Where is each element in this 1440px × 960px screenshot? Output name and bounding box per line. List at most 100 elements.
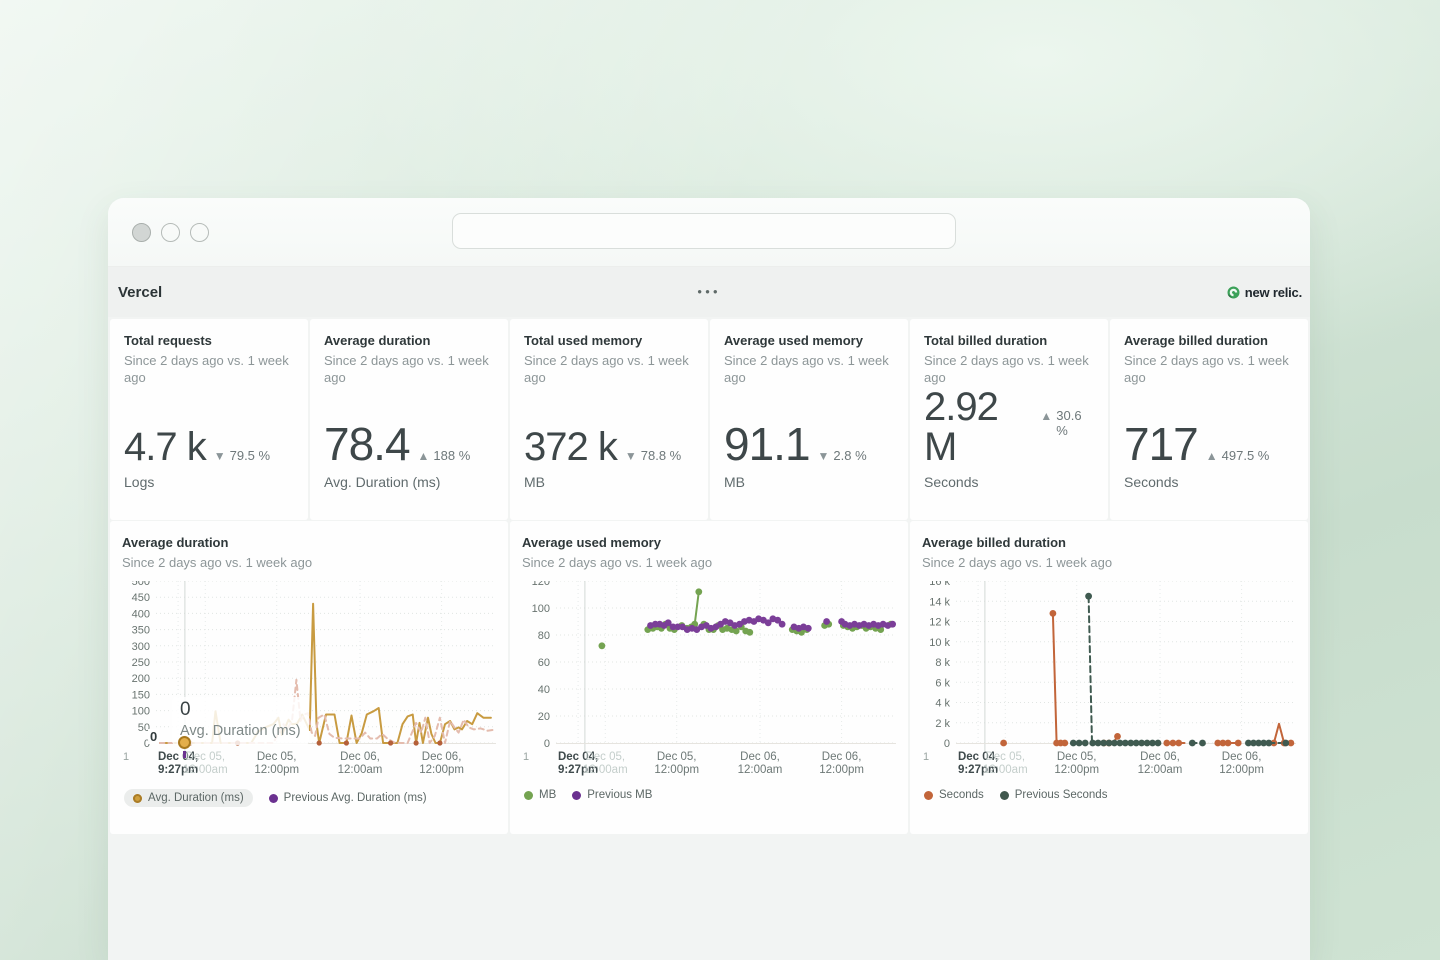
stat-title: Total requests (124, 333, 294, 349)
stat-unit: Seconds (924, 474, 1094, 490)
svg-text:16 k: 16 k (929, 581, 950, 588)
svg-text:12:00am: 12:00am (1138, 764, 1183, 776)
svg-text:0: 0 (144, 738, 150, 750)
delta-value: 30.6 % (1056, 408, 1094, 438)
svg-text:Dec 06,: Dec 06, (822, 751, 862, 763)
more-options-icon[interactable]: ●●● (697, 288, 721, 296)
stat-value: 372 k (524, 427, 617, 467)
stat-card-total-used-memory: Total used memory Since 2 days ago vs. 1… (510, 319, 708, 520)
svg-text:12:00am: 12:00am (738, 764, 783, 776)
svg-text:Dec 06,: Dec 06, (340, 751, 380, 763)
stat-unit: Avg. Duration (ms) (324, 474, 494, 490)
svg-text:100: 100 (132, 706, 150, 718)
legend-item-previous-seconds[interactable]: Previous Seconds (1000, 789, 1108, 801)
svg-text:12:00am: 12:00am (583, 764, 628, 776)
legend-dot-icon (269, 794, 278, 803)
stat-card-total-requests: Total requests Since 2 days ago vs. 1 we… (110, 319, 308, 520)
address-bar[interactable] (452, 213, 956, 249)
stat-unit: MB (724, 474, 894, 490)
chart-subtitle: Since 2 days ago vs. 1 week ago (122, 554, 498, 571)
svg-text:12:00pm: 12:00pm (654, 764, 699, 776)
window-minimize-button[interactable] (161, 223, 180, 242)
svg-text:1: 1 (523, 751, 529, 763)
stat-value: 91.1 (724, 421, 810, 467)
svg-text:20: 20 (538, 711, 550, 723)
line-chart-average-billed-duration[interactable]: 02 k4 k6 k8 k10 k12 k14 k16 kDec 04,9:27… (922, 581, 1298, 785)
svg-text:12:00pm: 12:00pm (419, 764, 464, 776)
svg-text:12:00am: 12:00am (183, 764, 228, 776)
chart-title: Average billed duration (922, 535, 1298, 551)
stat-title: Total used memory (524, 333, 694, 349)
chart-legend: MB Previous MB (524, 789, 898, 801)
legend-label: MB (539, 789, 556, 801)
delta-value: 2.8 % (833, 448, 866, 463)
svg-text:Dec 06,: Dec 06, (740, 751, 780, 763)
chart-title: Average duration (122, 535, 498, 551)
chart-subtitle: Since 2 days ago vs. 1 week ago (922, 554, 1298, 571)
legend-label: Seconds (939, 789, 984, 801)
browser-window: Vercel ●●● new relic. Total requests Sin… (108, 198, 1310, 960)
svg-text:120: 120 (532, 581, 550, 588)
legend-dot-icon (572, 791, 581, 800)
stat-unit: MB (524, 474, 694, 490)
svg-text:1: 1 (123, 751, 129, 763)
brand: new relic. (1226, 285, 1302, 300)
stat-unit: Seconds (1124, 474, 1294, 490)
svg-text:Dec 06,: Dec 06, (422, 751, 462, 763)
svg-text:1: 1 (923, 751, 929, 763)
legend-item-seconds[interactable]: Seconds (924, 789, 984, 801)
svg-text:250: 250 (132, 657, 150, 669)
stat-title: Average billed duration (1124, 333, 1294, 349)
legend-item-previous-mb[interactable]: Previous MB (572, 789, 652, 801)
page-title: Vercel (118, 284, 162, 301)
stat-subtitle: Since 2 days ago vs. 1 week ago (1124, 352, 1294, 386)
svg-text:300: 300 (132, 641, 150, 653)
delta-up-icon: ▲ (1040, 409, 1052, 423)
line-chart-average-duration[interactable]: 050100150200250300350400450500Dec 04,9:2… (122, 581, 498, 785)
svg-text:Dec 05,: Dec 05, (585, 751, 625, 763)
chart-legend: Avg. Duration (ms) Previous Avg. Duratio… (124, 789, 498, 807)
svg-text:Dec 05,: Dec 05, (257, 751, 297, 763)
delta-down-icon: ▼ (818, 449, 830, 463)
legend-item-previous-avg-duration[interactable]: Previous Avg. Duration (ms) (269, 792, 427, 804)
svg-text:12:00am: 12:00am (338, 764, 383, 776)
legend-label: Previous Seconds (1015, 789, 1108, 801)
stat-subtitle: Since 2 days ago vs. 1 week ago (124, 352, 294, 386)
stat-value: 4.7 k (124, 427, 206, 467)
legend-item-mb[interactable]: MB (524, 789, 556, 801)
svg-text:60: 60 (538, 657, 550, 669)
legend-dot-icon (924, 791, 933, 800)
delta-value: 497.5 % (1222, 448, 1270, 463)
stat-card-total-billed-duration: Total billed duration Since 2 days ago v… (910, 319, 1108, 520)
svg-text:Dec 06,: Dec 06, (1222, 751, 1262, 763)
chart-legend: Seconds Previous Seconds (924, 789, 1298, 801)
svg-text:12:00pm: 12:00pm (1219, 764, 1264, 776)
window-close-button[interactable] (132, 223, 151, 242)
stat-value: 717 (1124, 421, 1198, 467)
scatter-chart-average-used-memory[interactable]: 020406080100120Dec 04,9:27pmDec 05,12:00… (522, 581, 898, 785)
svg-text:Dec 05,: Dec 05, (985, 751, 1025, 763)
dashboard-header: Vercel ●●● new relic. (108, 267, 1310, 317)
stat-title: Average used memory (724, 333, 894, 349)
svg-text:12:00pm: 12:00pm (819, 764, 864, 776)
svg-text:200: 200 (132, 674, 150, 686)
svg-text:12:00pm: 12:00pm (254, 764, 299, 776)
delta-down-icon: ▼ (625, 449, 637, 463)
svg-text:4 k: 4 k (935, 698, 950, 710)
delta-up-icon: ▲ (418, 449, 430, 463)
stat-title: Average duration (324, 333, 494, 349)
svg-text:400: 400 (132, 609, 150, 621)
delta-down-icon: ▼ (214, 449, 226, 463)
brand-name: new relic. (1245, 285, 1302, 300)
legend-item-avg-duration[interactable]: Avg. Duration (ms) (124, 789, 253, 807)
window-maximize-button[interactable] (190, 223, 209, 242)
svg-text:2 k: 2 k (935, 718, 950, 730)
delta-up-icon: ▲ (1206, 449, 1218, 463)
stat-unit: Logs (124, 474, 294, 490)
stat-card-average-duration: Average duration Since 2 days ago vs. 1 … (310, 319, 508, 520)
svg-text:Dec 05,: Dec 05, (185, 751, 225, 763)
svg-text:500: 500 (132, 581, 150, 588)
charts-row: Average duration Since 2 days ago vs. 1 … (108, 519, 1310, 834)
summary-cards-row: Total requests Since 2 days ago vs. 1 we… (108, 317, 1310, 519)
new-relic-logo-icon (1226, 285, 1241, 300)
